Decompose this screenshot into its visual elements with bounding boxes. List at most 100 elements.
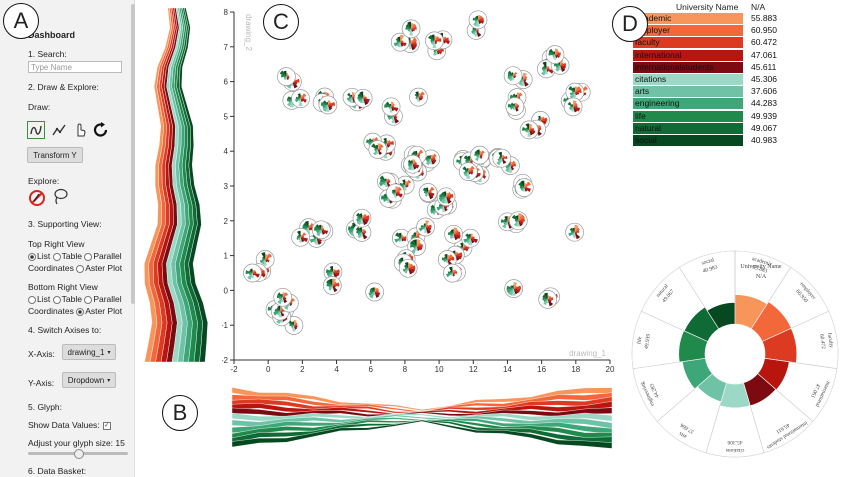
glyph-slice [428, 189, 430, 193]
university-glyph [403, 154, 422, 174]
university-glyph [492, 148, 512, 168]
glyph-slice [514, 106, 519, 109]
glyph-slice [506, 221, 509, 225]
glyph-slice [474, 16, 478, 20]
glyph-slice [463, 248, 469, 252]
glyph-slice [464, 171, 469, 177]
list-row-engineering[interactable]: engineering 44.283 [633, 98, 813, 110]
glyph-slice [384, 103, 392, 108]
glyph-slice [408, 162, 413, 165]
glyph-slice [376, 149, 380, 155]
glyph-slice [416, 246, 423, 251]
top-right-radio-group-2[interactable]: Coordinates Aster Plot [28, 263, 122, 273]
university-glyph [391, 228, 411, 248]
radio-list-bottom[interactable] [28, 295, 36, 304]
radio-label: Coordinates [28, 306, 74, 316]
list-row-swatch [633, 135, 743, 146]
y-tick-label: 4 [224, 147, 229, 156]
university-glyph [368, 140, 388, 159]
glyph-slice [466, 168, 469, 172]
glyph-slice [546, 65, 549, 69]
list-row-employer[interactable]: employer 60.950 [633, 25, 813, 37]
glyph-slice [571, 106, 575, 112]
glyph-slice [425, 227, 432, 231]
glyph-slice [560, 65, 566, 72]
list-row-academic[interactable]: academic 55.883 [633, 13, 813, 25]
glyph-slice [416, 244, 423, 248]
radio-parallel-top[interactable] [84, 252, 93, 261]
transform-y-button[interactable]: Transform Y [27, 147, 83, 163]
glyph-slice [447, 271, 453, 274]
glyph-slice [320, 229, 323, 234]
show-values-checkbox[interactable]: ✓ [102, 421, 111, 430]
glyph-slice [375, 145, 378, 150]
glyph-size-slider[interactable] [28, 449, 128, 459]
x-tick-label: 6 [369, 365, 374, 374]
glyph-slice [429, 159, 433, 165]
radio-parallel-bottom[interactable] [84, 295, 93, 304]
glyph-slice [511, 72, 514, 76]
radio-aster-top[interactable] [76, 264, 85, 273]
glyph-slice [524, 183, 527, 188]
x-tick-label: 12 [469, 365, 478, 374]
x-tick-label: 14 [503, 365, 512, 374]
glyph-slice [398, 237, 402, 239]
list-row-internationalstudents[interactable]: internationalstudents 45.611 [633, 61, 813, 74]
slider-handle[interactable] [74, 449, 84, 459]
list-row-swatch [633, 74, 743, 85]
glyph-slice [441, 257, 448, 261]
search-input[interactable]: Type Name [28, 61, 122, 73]
glyph-slice [361, 232, 368, 240]
polyline-draw-icon[interactable] [50, 121, 68, 139]
list-row-swatch [633, 122, 743, 134]
reset-icon[interactable] [92, 121, 110, 139]
no-draw-icon[interactable] [28, 189, 46, 207]
sidebar-scrollbar[interactable] [131, 4, 135, 304]
list-row-international[interactable]: international 47.061 [633, 49, 813, 62]
list-row-life[interactable]: life 49.939 [633, 110, 813, 123]
glyph-slice [252, 269, 255, 273]
glyph-slice [400, 39, 403, 43]
glyph-slice [327, 101, 335, 106]
lasso-icon[interactable] [51, 188, 69, 206]
top-right-radio-group[interactable]: List Table Parallel [28, 251, 122, 261]
bottom-right-radio-group-2[interactable]: Coordinates Aster Plot [28, 306, 122, 316]
glyph-slice [333, 269, 335, 272]
scatter-plot[interactable]: -202468101214161820876543210-1-2drawing_… [222, 4, 617, 376]
glyph-slice [425, 187, 429, 193]
glyph-slice [514, 103, 519, 107]
glyph-slice [356, 212, 362, 219]
radio-table-bottom[interactable] [52, 295, 61, 304]
glyph-slice [452, 273, 455, 277]
glyph-slice [280, 311, 283, 313]
glyph-slice [449, 270, 453, 274]
list-row-natural[interactable]: natural 49.067 [633, 122, 813, 135]
glyph-slice [468, 171, 474, 175]
aster-slice-value: 40.983 [702, 264, 718, 274]
glyph-slice [447, 256, 455, 261]
glyph-slice [401, 238, 407, 242]
glyph-slice [292, 81, 298, 89]
list-row-value: 49.067 [751, 122, 777, 133]
bottom-right-radio-group[interactable]: List Table Parallel [28, 294, 122, 304]
radio-table-top[interactable] [52, 252, 61, 261]
list-row-arts[interactable]: arts 37.606 [633, 86, 813, 98]
radio-aster-bottom[interactable] [76, 307, 85, 316]
list-row-faculty[interactable]: faculty 60.472 [633, 37, 813, 49]
glyph-slice [373, 149, 378, 156]
switch-axes-label: 4. Switch Axises to: [28, 325, 102, 335]
glyph-slice [455, 252, 463, 257]
glyph-slice [407, 28, 412, 32]
list-row-citations[interactable]: citations 45.306 [633, 74, 813, 86]
list-row-value: 45.306 [751, 74, 777, 84]
glyph-slice [281, 297, 285, 303]
glyph-slice [282, 297, 288, 303]
freehand-draw-icon[interactable] [27, 121, 45, 139]
glyph-slice [430, 159, 436, 165]
y-axis-dropdown[interactable]: Dropdown ▾ [62, 372, 116, 388]
radio-list-top[interactable] [28, 252, 36, 261]
hand-pointer-icon[interactable] [71, 121, 89, 139]
glyph-slice [362, 213, 367, 219]
x-axis-dropdown[interactable]: drawing_1 ▾ [62, 344, 116, 360]
list-row-social[interactable]: social 40.983 [633, 135, 813, 147]
